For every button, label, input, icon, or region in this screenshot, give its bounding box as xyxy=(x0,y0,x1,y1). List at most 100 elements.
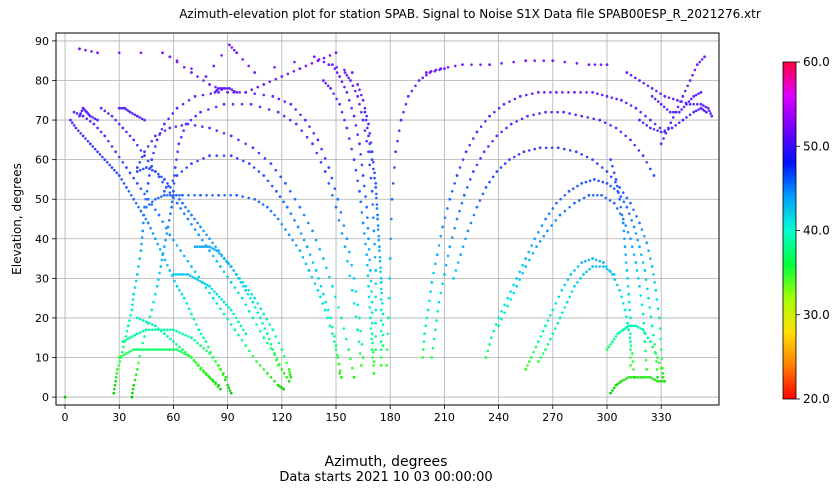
data-point xyxy=(218,387,222,391)
data-point xyxy=(208,375,211,379)
data-point xyxy=(381,302,384,305)
data-point xyxy=(650,324,654,328)
data-point xyxy=(288,189,292,193)
data-point xyxy=(424,71,428,74)
data-point xyxy=(688,113,692,117)
data-point xyxy=(312,131,316,135)
data-point xyxy=(634,324,638,328)
data-point xyxy=(170,200,174,204)
data-point xyxy=(618,185,622,189)
data-point xyxy=(340,80,344,84)
data-point xyxy=(600,166,604,169)
data-point xyxy=(434,262,437,266)
data-point xyxy=(648,126,652,130)
data-point xyxy=(594,258,598,262)
data-point xyxy=(222,102,226,106)
data-point xyxy=(158,248,162,251)
data-point xyxy=(663,379,667,383)
data-point xyxy=(302,238,306,242)
data-point xyxy=(138,354,142,358)
data-point xyxy=(150,158,154,162)
data-point xyxy=(347,76,350,80)
data-point xyxy=(274,77,278,81)
data-point xyxy=(497,324,501,328)
data-point xyxy=(168,126,172,130)
data-point xyxy=(570,290,574,293)
data-point xyxy=(174,273,178,276)
data-point xyxy=(199,344,202,348)
data-point xyxy=(428,299,431,303)
data-point xyxy=(172,182,176,185)
data-point xyxy=(376,228,380,231)
data-point xyxy=(512,291,515,295)
data-point xyxy=(544,348,547,351)
data-point xyxy=(153,348,157,351)
data-point xyxy=(142,213,145,217)
data-point xyxy=(503,162,507,165)
data-point xyxy=(284,181,287,185)
data-point xyxy=(237,291,240,295)
data-point xyxy=(311,261,315,264)
data-point xyxy=(168,55,172,59)
data-point xyxy=(358,88,361,92)
data-point xyxy=(228,389,232,392)
data-point xyxy=(273,353,276,357)
data-point xyxy=(629,324,632,328)
data-point xyxy=(142,221,145,225)
data-point xyxy=(193,270,197,274)
data-point xyxy=(202,336,205,340)
data-point xyxy=(601,180,605,184)
data-point xyxy=(171,179,175,183)
data-point xyxy=(280,348,284,351)
data-point xyxy=(367,150,370,154)
data-point xyxy=(650,265,654,268)
data-point xyxy=(168,233,172,237)
data-point xyxy=(455,217,459,221)
data-point xyxy=(558,213,562,217)
data-point xyxy=(524,265,528,268)
data-point xyxy=(117,106,121,110)
data-point xyxy=(462,193,466,197)
data-point xyxy=(539,335,543,338)
data-point xyxy=(551,332,555,336)
data-point xyxy=(178,288,181,292)
data-point xyxy=(202,157,205,160)
data-point xyxy=(579,91,582,94)
data-point xyxy=(397,129,401,132)
data-point xyxy=(203,282,207,285)
data-point xyxy=(188,274,192,278)
data-point xyxy=(373,242,376,246)
data-point xyxy=(641,261,645,264)
plot-frame xyxy=(55,32,720,406)
data-point xyxy=(364,242,367,246)
data-point xyxy=(156,348,160,351)
data-point xyxy=(500,130,503,134)
data-point xyxy=(615,283,619,287)
data-point xyxy=(515,284,519,288)
data-point xyxy=(175,106,179,110)
data-point xyxy=(162,122,166,126)
data-point xyxy=(629,316,632,320)
data-point xyxy=(139,187,143,190)
data-point xyxy=(122,353,126,357)
data-point xyxy=(301,255,305,259)
data-point xyxy=(178,193,181,197)
data-point xyxy=(237,333,240,337)
data-point xyxy=(275,358,278,362)
data-point xyxy=(217,193,220,197)
data-point xyxy=(565,300,569,304)
data-point xyxy=(333,187,337,190)
data-point xyxy=(278,385,282,388)
data-point xyxy=(117,51,121,55)
data-point xyxy=(314,238,318,242)
data-point xyxy=(549,91,552,94)
data-point xyxy=(190,67,193,70)
data-point xyxy=(687,100,691,103)
data-point xyxy=(377,249,381,253)
data-point xyxy=(168,348,172,351)
y-tick-label: 70 xyxy=(35,114,49,127)
data-point xyxy=(645,124,649,127)
data-point xyxy=(658,379,662,383)
data-point xyxy=(526,114,529,118)
data-point xyxy=(215,292,219,296)
